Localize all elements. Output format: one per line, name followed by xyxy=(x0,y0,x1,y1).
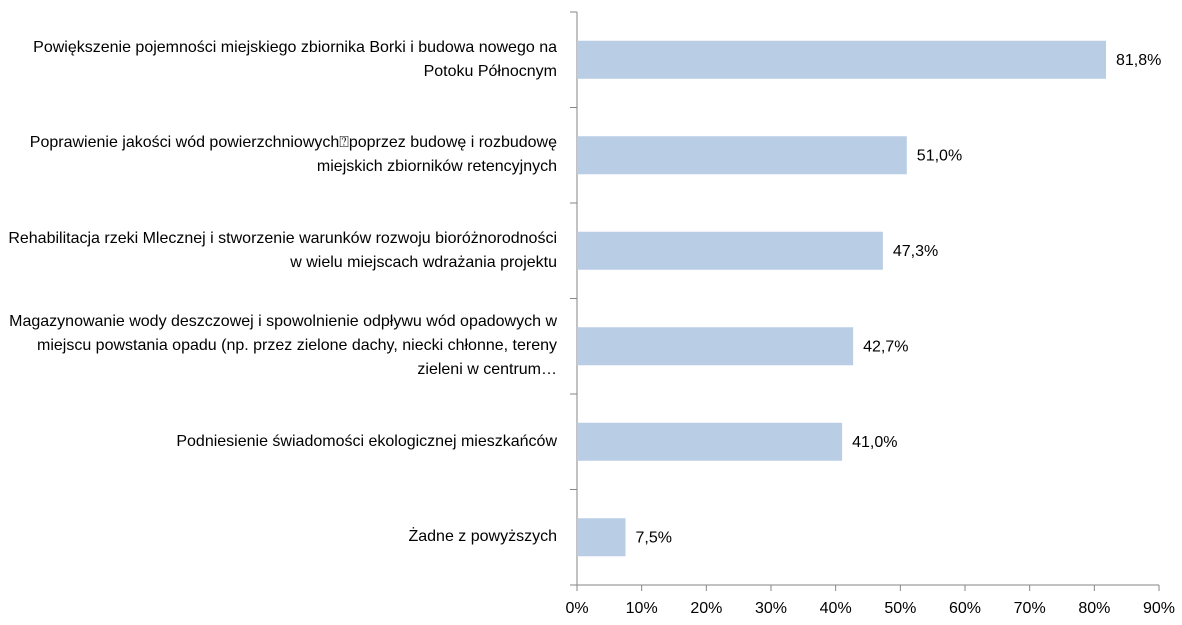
category-label: Poprawienie jakości wód powierzchniowych… xyxy=(4,108,557,204)
x-tick-label: 20% xyxy=(690,600,722,617)
category-text: Powiększenie pojemności miejskiego zbior… xyxy=(33,38,557,80)
x-tick-label: 40% xyxy=(820,600,852,617)
value-label: 41,0% xyxy=(852,434,897,451)
value-label: 42,7% xyxy=(863,338,908,355)
bar xyxy=(577,40,1106,79)
x-tick-label: 50% xyxy=(884,600,916,617)
category-text: Żadne z powyższych xyxy=(408,528,557,546)
category-label: Żadne z powyższych xyxy=(4,490,557,586)
value-label: 81,8% xyxy=(1116,52,1161,69)
category-text: Podniesienie świadomości ekologicznej mi… xyxy=(176,432,557,450)
category-label: Rehabilitacja rzeki Mlecznej i stworzeni… xyxy=(4,203,557,299)
category-label: Powiększenie pojemności miejskiego zbior… xyxy=(4,12,557,108)
bar xyxy=(577,136,907,175)
category-text: Magazynowanie wody deszczowej i spowolni… xyxy=(9,313,557,379)
x-tick-label: 70% xyxy=(1014,600,1046,617)
bar xyxy=(577,231,883,270)
category-label: Podniesienie świadomości ekologicznej mi… xyxy=(4,394,557,490)
x-tick-label: 30% xyxy=(755,600,787,617)
value-label: 7,5% xyxy=(636,529,672,546)
bar xyxy=(577,327,854,366)
value-label: 51,0% xyxy=(917,147,962,164)
x-tick-label: 0% xyxy=(565,600,588,617)
bar xyxy=(577,518,626,557)
category-text: Poprawienie jakości wód powierzchniowych… xyxy=(29,134,557,176)
value-label: 47,3% xyxy=(893,243,938,260)
x-tick-label: 60% xyxy=(949,600,981,617)
x-tick-label: 80% xyxy=(1078,600,1110,617)
x-tick-label: 10% xyxy=(626,600,658,617)
category-text: Rehabilitacja rzeki Mlecznej i stworzeni… xyxy=(8,229,557,271)
x-tick-label: 90% xyxy=(1143,600,1175,617)
category-label: Magazynowanie wody deszczowej i spowolni… xyxy=(4,299,557,395)
bar xyxy=(577,422,843,461)
